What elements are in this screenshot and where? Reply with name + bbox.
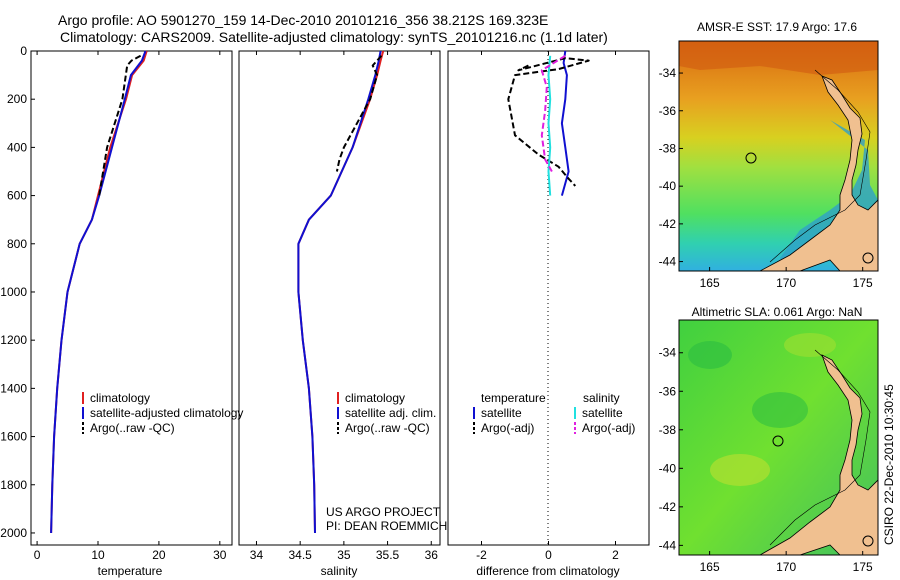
- map-y-tick-label: -36: [659, 104, 677, 118]
- map-y-tick-label: -34: [659, 346, 677, 360]
- legend-satellite-label: satellite-adjusted climatology: [90, 406, 243, 420]
- y-tick-label: 200: [7, 92, 27, 106]
- map-x-tick-label: 175: [853, 276, 873, 290]
- map-y-tick-label: -36: [659, 384, 677, 398]
- y-tick-label: 1200: [0, 333, 27, 347]
- sla-low-patch: [688, 341, 732, 369]
- salinity-argo-line: [335, 55, 383, 172]
- sla-high-patch: [784, 333, 836, 357]
- x-tick-label: 36: [425, 548, 439, 562]
- x-tick-label: 34.5: [288, 548, 312, 562]
- sst-float-marker: [745, 152, 757, 164]
- figure-title-line1: Argo profile: AO 5901270_159 14-Dec-2010…: [58, 12, 548, 28]
- y-tick-label: 1000: [0, 285, 27, 299]
- legend-sal-argo-label: Argo(-adj): [582, 421, 635, 435]
- x-tick-label: 0: [34, 548, 41, 562]
- temperature-panel: [30, 50, 233, 546]
- x-tick-label: 30: [213, 548, 227, 562]
- legend-climatology-label: climatology: [345, 391, 405, 405]
- data-series: [50, 50, 590, 534]
- temperature-satellite-line: [50, 50, 147, 534]
- sla-map: [679, 320, 878, 555]
- legend-header-salinity: salinity: [583, 391, 620, 405]
- legend-argo-label: Argo(..raw -QC): [90, 421, 175, 435]
- sst-land: [759, 75, 878, 271]
- sla-map-frame: [678, 319, 879, 556]
- legend-temp-argo-label: Argo(-adj): [481, 421, 534, 435]
- map-y-tick-label: -38: [659, 141, 677, 155]
- map-y-tick-label: -38: [659, 423, 677, 437]
- legend-sal-satellite-label: satellite: [582, 406, 623, 420]
- sla-high-patch: [710, 454, 770, 486]
- y-tick-label: 1800: [0, 478, 27, 492]
- sst-map-title: AMSR-E SST: 17.9 Argo: 17.6: [697, 20, 857, 34]
- sla-secondary-marker: [862, 535, 874, 547]
- legend-temp-satellite-label: satellite: [481, 406, 522, 420]
- principal-investigator: PI: DEAN ROEMMICH: [326, 519, 447, 533]
- map-x-tick-label: 165: [700, 276, 720, 290]
- sla-shelf-contour: [769, 349, 871, 546]
- legend-climatology-label: climatology: [90, 391, 150, 405]
- difference-legend: temperature salinity satellite Argo(-adj…: [473, 391, 635, 435]
- project-name: US ARGO PROJECT: [326, 505, 441, 519]
- temperature-xlabel: temperature: [98, 564, 163, 578]
- temperature-argo-line: [98, 54, 142, 196]
- sla-map-title: Altimetric SLA: 0.061 Argo: NaN: [692, 305, 863, 319]
- map-y-tick-label: -34: [659, 66, 677, 80]
- salinity-panel: [238, 50, 441, 546]
- map-x-tick-label: 170: [776, 560, 796, 574]
- sst-map: [679, 41, 878, 271]
- y-tick-label: 800: [7, 237, 27, 251]
- map-y-tick-label: -40: [659, 179, 677, 193]
- legend-header-temperature: temperature: [481, 391, 546, 405]
- salinity-legend: climatology satellite adj. clim. Argo(..…: [337, 391, 436, 435]
- difference-xlabel: difference from climatology: [476, 564, 619, 578]
- x-tick-label: 20: [152, 548, 166, 562]
- axis-ticks: 0 10 20 30020040060080010001200140016001800…: [0, 44, 619, 562]
- map-axis-ticks: 165 170 175 -34 -36 -38 -40 -42 -44 165 170 175 -34 -…: [659, 66, 873, 574]
- salinity-satellite-line: [297, 50, 382, 534]
- legend-satellite-label: satellite adj. clim.: [345, 406, 436, 420]
- y-tick-label: 1600: [0, 430, 27, 444]
- sst-map-frame: [678, 40, 879, 272]
- map-y-tick-label: -40: [659, 461, 677, 475]
- map-y-tick-label: -44: [659, 538, 677, 552]
- y-tick-label: 0: [20, 44, 27, 58]
- sst-warm-patch: [679, 41, 878, 75]
- legend-argo-label: Argo(..raw -QC): [345, 421, 430, 435]
- sla-land: [759, 354, 878, 555]
- x-tick-label: 35: [337, 548, 351, 562]
- x-tick-label: 34: [250, 548, 264, 562]
- y-tick-label: 2000: [0, 526, 27, 540]
- sst-secondary-marker: [862, 252, 874, 264]
- sst-shelf-contour: [769, 69, 871, 263]
- x-tick-label: 0: [545, 548, 552, 562]
- x-tick-label: -2: [476, 548, 487, 562]
- sla-float-marker: [772, 435, 784, 447]
- x-tick-label: 10: [91, 548, 105, 562]
- difference-temperature-satellite-line: [560, 50, 570, 196]
- y-tick-label: 400: [7, 140, 27, 154]
- x-tick-label: 2: [612, 548, 619, 562]
- sla-low-patch: [752, 392, 808, 428]
- map-y-tick-label: -44: [659, 255, 677, 269]
- x-tick-label: 35.5: [376, 548, 400, 562]
- salinity-xlabel: salinity: [321, 564, 358, 578]
- map-x-tick-label: 165: [700, 560, 720, 574]
- difference-salinity-argo-adj--line: [540, 54, 566, 172]
- difference-salinity-satellite-line: [547, 55, 552, 196]
- y-tick-label: 1400: [0, 381, 27, 395]
- map-y-tick-label: -42: [659, 217, 677, 231]
- creation-stamp: CSIRO 22-Dec-2010 10:30:45: [882, 384, 896, 545]
- map-x-tick-label: 170: [776, 276, 796, 290]
- map-y-tick-label: -42: [659, 500, 677, 514]
- y-tick-label: 600: [7, 189, 27, 203]
- temperature-legend: climatology satellite-adjusted climatolo…: [82, 391, 243, 435]
- figure-title-line2: Climatology: CARS2009. Satellite-adjuste…: [60, 29, 608, 45]
- map-x-tick-label: 175: [853, 560, 873, 574]
